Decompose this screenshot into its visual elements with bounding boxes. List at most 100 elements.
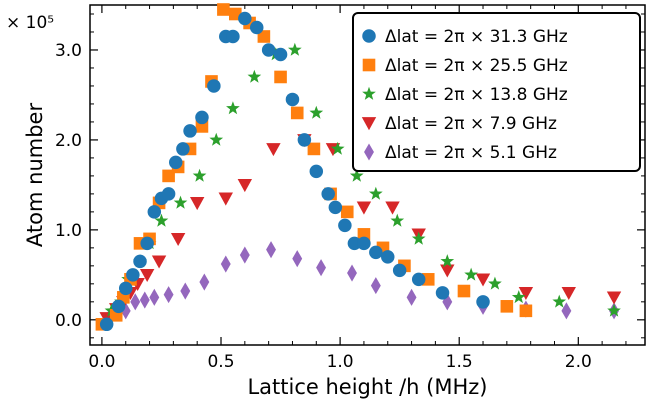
data-point-circle xyxy=(476,295,490,309)
data-point-diamond xyxy=(442,293,453,311)
data-point-circle xyxy=(392,263,407,278)
data-point-circle xyxy=(249,20,264,35)
data-point-diamond xyxy=(292,250,303,268)
data-point-triangle xyxy=(356,201,372,215)
data-point-circle xyxy=(321,187,335,201)
data-point-star xyxy=(368,186,383,200)
data-point-triangle xyxy=(475,273,491,287)
legend-label: Δlat = 2π × 7.9 GHz xyxy=(385,114,557,134)
y-axis-label: Atom number xyxy=(23,103,47,248)
data-point-diamond xyxy=(139,291,150,309)
y-tick-label: 1.0 xyxy=(55,221,82,241)
data-point-square xyxy=(257,30,271,43)
data-point-star xyxy=(154,213,169,227)
legend-label: Δlat = 2π × 31.3 GHz xyxy=(385,27,568,47)
data-point-circle xyxy=(357,236,371,251)
data-point-circle xyxy=(369,245,383,260)
series-group xyxy=(99,11,490,332)
data-point-circle xyxy=(328,200,343,215)
data-point-triangle xyxy=(361,117,377,131)
data-point-triangle xyxy=(518,286,534,301)
data-point-triangle xyxy=(606,291,622,305)
data-point-circle xyxy=(362,29,376,43)
data-point-circle xyxy=(176,142,190,156)
legend-box xyxy=(352,12,641,172)
data-point-circle xyxy=(338,218,352,233)
series-group xyxy=(104,241,619,327)
data-point-diamond xyxy=(199,273,210,291)
legend-label: Δlat = 2π × 25.5 GHz xyxy=(385,56,568,76)
data-point-circle xyxy=(347,236,362,251)
data-point-triangle xyxy=(189,197,205,211)
data-point-circle xyxy=(195,110,209,125)
data-point-triangle xyxy=(266,143,281,157)
data-point-triangle xyxy=(218,192,233,206)
data-point-star xyxy=(464,267,478,281)
data-point-star xyxy=(488,276,502,290)
data-point-diamond xyxy=(561,302,572,320)
data-point-circle xyxy=(161,187,176,201)
data-point-square xyxy=(457,284,471,298)
data-point-star xyxy=(309,105,324,119)
x-tick-label: 1.0 xyxy=(327,352,354,372)
plot-frame xyxy=(89,4,646,346)
data-point-star xyxy=(330,141,345,155)
data-point-square xyxy=(421,273,435,286)
data-point-square xyxy=(274,70,287,84)
x-axis-label: Lattice height /h (MHz) xyxy=(247,375,487,399)
data-point-square xyxy=(217,3,230,16)
data-point-circle xyxy=(169,155,183,170)
data-point-circle xyxy=(261,43,276,57)
data-point-star xyxy=(411,231,426,245)
data-point-circle xyxy=(238,11,252,26)
data-point-circle xyxy=(411,272,426,287)
data-point-diamond xyxy=(149,288,160,306)
data-point-star xyxy=(173,195,188,209)
data-point-diamond xyxy=(406,288,417,306)
data-point-square xyxy=(290,106,304,120)
data-point-circle xyxy=(285,92,300,107)
data-point-circle xyxy=(126,268,140,282)
data-point-circle xyxy=(207,79,221,93)
data-point-star xyxy=(247,69,262,83)
data-point-star xyxy=(349,168,364,182)
data-point-circle xyxy=(133,254,147,269)
data-point-star xyxy=(607,303,621,317)
data-point-circle xyxy=(226,29,240,44)
data-point-square xyxy=(362,58,376,72)
data-point-circle xyxy=(273,47,288,62)
data-point-diamond xyxy=(370,277,381,295)
data-point-star xyxy=(552,294,567,308)
y-tick-label: 3.0 xyxy=(55,41,82,61)
data-point-triangle xyxy=(385,201,400,215)
data-point-diamond xyxy=(316,259,327,277)
data-point-circle xyxy=(297,133,312,147)
data-point-square xyxy=(519,304,533,318)
data-point-star xyxy=(209,132,224,146)
x-tick-label: 0.0 xyxy=(88,352,115,372)
data-point-triangle xyxy=(139,268,155,283)
data-point-circle xyxy=(309,164,324,179)
data-point-diamond xyxy=(347,264,357,282)
data-point-star xyxy=(362,86,376,100)
data-point-circle xyxy=(99,317,114,332)
data-point-diamond xyxy=(220,255,231,273)
data-point-star xyxy=(511,290,526,304)
data-point-triangle xyxy=(237,179,253,193)
data-point-circle xyxy=(118,281,133,296)
data-point-diamond xyxy=(239,246,250,264)
legend-label: Δlat = 2π × 13.8 GHz xyxy=(385,85,568,105)
data-point-triangle xyxy=(440,264,455,278)
data-point-diamond xyxy=(364,143,374,161)
data-point-star xyxy=(390,213,405,227)
x-tick-label: 2.0 xyxy=(565,352,592,372)
data-point-circle xyxy=(147,205,162,219)
data-point-triangle xyxy=(561,286,576,301)
data-point-circle xyxy=(140,236,154,251)
data-point-triangle xyxy=(151,255,167,269)
data-point-star xyxy=(440,254,455,268)
data-point-diamond xyxy=(163,286,174,304)
x-tick-label: 0.5 xyxy=(207,352,234,372)
data-point-diamond xyxy=(130,293,141,311)
